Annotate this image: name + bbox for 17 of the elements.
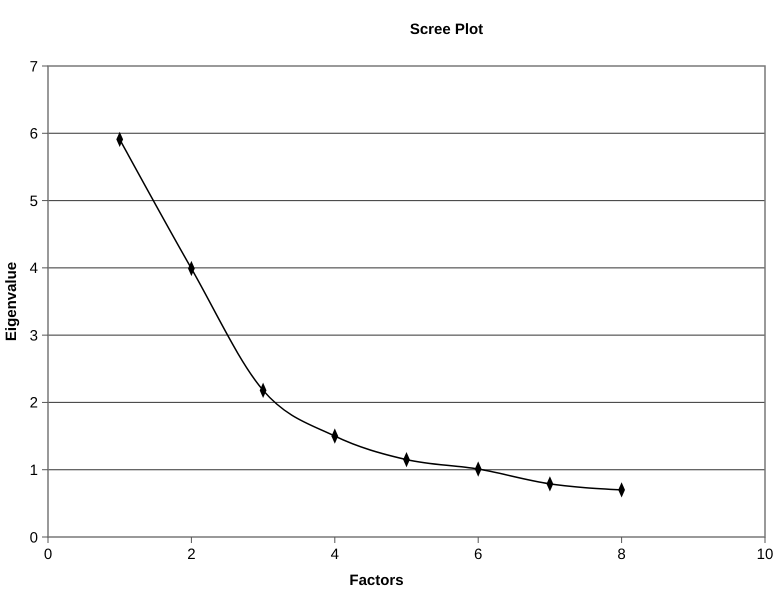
y-tick-label: 1: [30, 462, 38, 479]
y-axis-title: Eigenvalue: [3, 262, 20, 342]
x-tick-label: 4: [330, 546, 339, 563]
x-tick-label: 8: [617, 546, 626, 563]
chart-title: Scree Plot: [410, 21, 484, 38]
x-tick-label: 6: [474, 546, 482, 563]
x-axis-title: Factors: [349, 572, 404, 589]
y-tick-label: 7: [30, 58, 38, 76]
y-tick-label: 2: [30, 394, 38, 412]
y-tick-label: 3: [30, 327, 38, 344]
y-tick-label: 5: [30, 192, 38, 210]
x-tick-label: 0: [44, 546, 52, 563]
y-tick-label: 6: [30, 126, 38, 143]
y-tick-label: 0: [30, 529, 38, 546]
x-tick-label: 2: [187, 546, 196, 563]
y-tick-label: 4: [30, 260, 38, 278]
x-tick-label: 10: [756, 546, 774, 563]
